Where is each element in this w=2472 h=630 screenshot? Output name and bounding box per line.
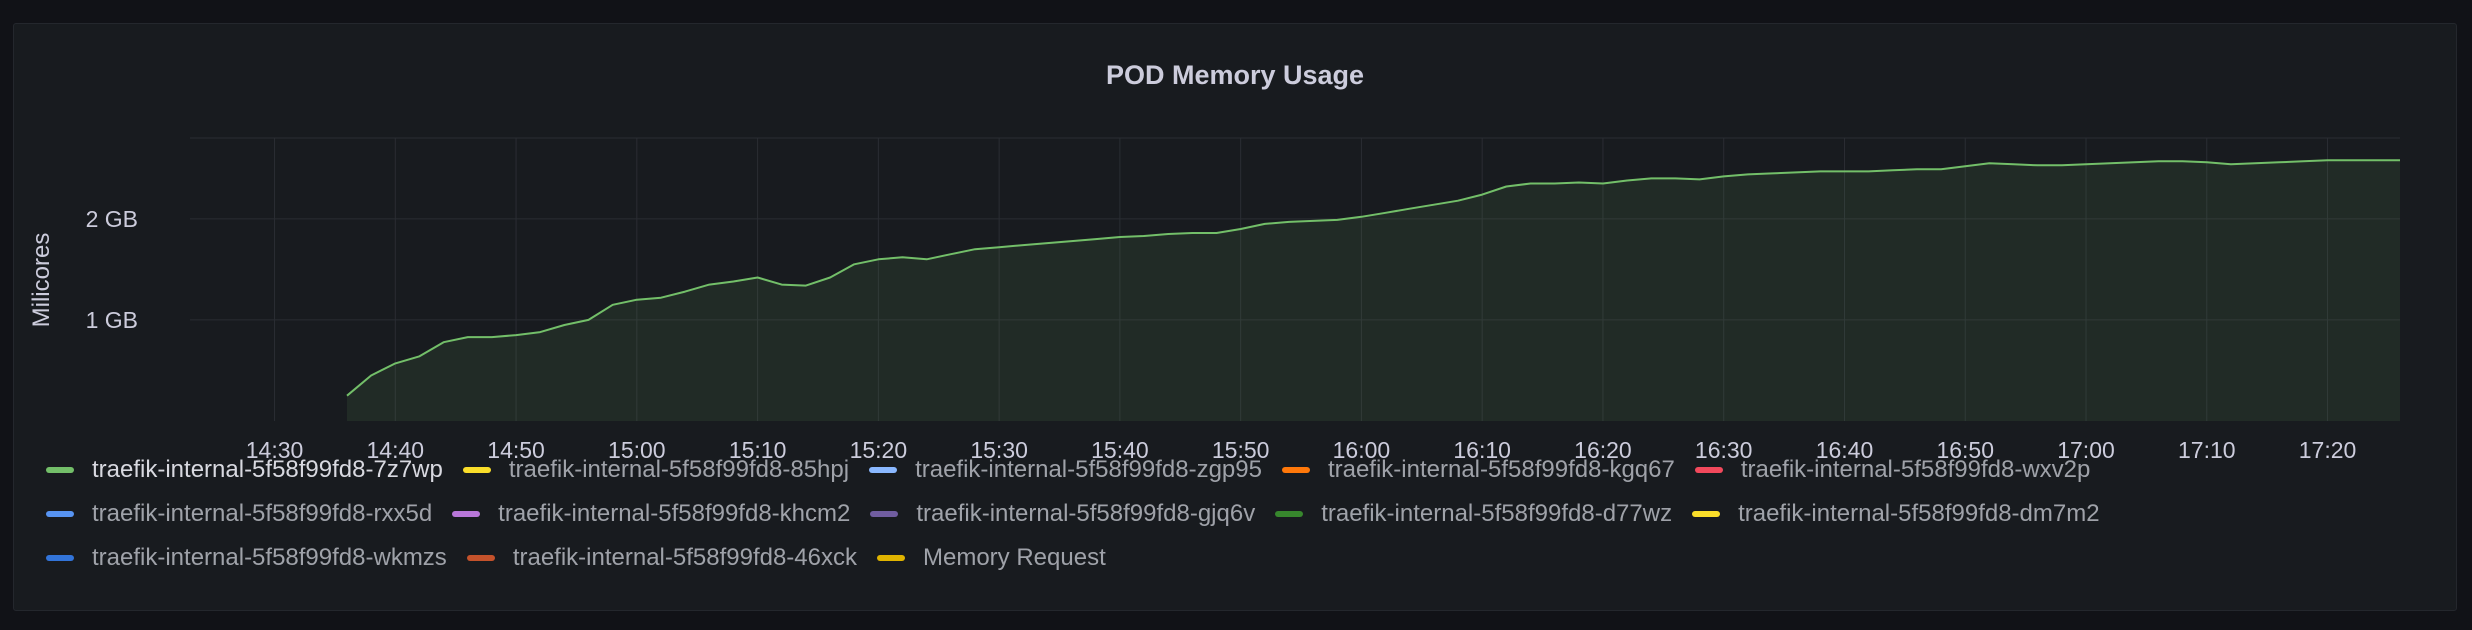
x-tick-label: 17:20: [2299, 437, 2357, 463]
y-axis-label: Milicores: [28, 233, 55, 328]
legend-item[interactable]: traefik-internal-5f58f99fd8-zgp95: [869, 456, 1262, 484]
x-tick-label: 14:40: [367, 437, 425, 463]
x-tick-label: 16:20: [1574, 437, 1632, 463]
legend-swatch: [452, 511, 481, 517]
series-area-0: [347, 160, 2400, 421]
legend-item[interactable]: traefik-internal-5f58f99fd8-dm7m2: [1692, 500, 2100, 528]
x-tick-label: 16:50: [1936, 437, 1994, 463]
legend-swatch: [462, 467, 491, 473]
legend-item[interactable]: traefik-internal-5f58f99fd8-wkmzs: [46, 544, 447, 572]
series-line-0: [346, 159, 2400, 397]
legend-item[interactable]: traefik-internal-5f58f99fd8-d77wz: [1275, 500, 1672, 528]
legend-label: traefik-internal-5f58f99fd8-khcm2: [498, 500, 851, 527]
x-tick-label: 16:30: [1695, 437, 1753, 463]
x-tick-label: 17:10: [2178, 437, 2236, 463]
y-tick-label: 2 GB: [86, 206, 138, 232]
legend-swatch: [46, 511, 74, 517]
legend-label: traefik-internal-5f58f99fd8-d77wz: [1321, 500, 1673, 527]
legend-swatch: [869, 467, 898, 473]
legend-swatch: [1692, 511, 1721, 517]
x-tick-label: 15:40: [1091, 437, 1149, 463]
legend-swatch: [1275, 511, 1304, 517]
legend-label: traefik-internal-5f58f99fd8-gjq6v: [916, 500, 1256, 527]
x-tick-label: 16:40: [1816, 437, 1874, 463]
legend-item[interactable]: traefik-internal-5f58f99fd8-85hpj: [462, 456, 850, 484]
x-tick-label: 15:10: [729, 437, 787, 463]
legend-item[interactable]: Memory Request: [877, 544, 1106, 572]
legend-item[interactable]: traefik-internal-5f58f99fd8-7z7wp: [46, 456, 443, 484]
legend-item[interactable]: traefik-internal-5f58f99fd8-46xck: [466, 544, 857, 572]
legend-label: traefik-internal-5f58f99fd8-46xck: [512, 544, 857, 571]
legend-item[interactable]: traefik-internal-5f58f99fd8-kgq67: [1281, 456, 1675, 484]
x-tick-label: 15:30: [970, 437, 1028, 463]
legend-label: traefik-internal-5f58f99fd8-7z7wp: [92, 456, 443, 483]
legend-item[interactable]: traefik-internal-5f58f99fd8-wxv2p: [1694, 456, 2091, 484]
legend-swatch: [870, 511, 899, 517]
legend-label: Memory Request: [923, 544, 1106, 571]
legend-swatch: [1281, 467, 1310, 473]
legend-row: traefik-internal-5f58f99fd8-7z7wp traefik…: [46, 448, 2426, 492]
legend-item[interactable]: traefik-internal-5f58f99fd8-rxx5d: [46, 500, 432, 528]
legend-row: traefik-internal-5f58f99fd8-wkmzs traefik…: [46, 536, 2426, 580]
grid-layer: [190, 137, 2400, 421]
legend-swatch: [1694, 467, 1723, 473]
legend-label: traefik-internal-5f58f99fd8-zgp95: [915, 456, 1262, 483]
x-tick-label: 14:50: [487, 437, 545, 463]
x-tick-label: 15:50: [1212, 437, 1270, 463]
area-layer: [346, 159, 2400, 421]
x-tick-label: 17:00: [2057, 437, 2115, 463]
x-tick-label: 16:00: [1333, 437, 1391, 463]
legend-item[interactable]: traefik-internal-5f58f99fd8-gjq6v: [870, 500, 1255, 528]
x-tick-label: 15:20: [850, 437, 908, 463]
legend-label: traefik-internal-5f58f99fd8-dm7m2: [1738, 500, 2100, 527]
legend-label: traefik-internal-5f58f99fd8-rxx5d: [92, 500, 433, 527]
legend-label: traefik-internal-5f58f99fd8-kgq67: [1327, 456, 1675, 483]
x-tick-label: 14:30: [246, 437, 304, 463]
chart-legend: traefik-internal-5f58f99fd8-7z7wp traefik…: [46, 448, 2426, 580]
x-tick-label: 16:10: [1453, 437, 1511, 463]
chart-title: POD Memory Usage: [1105, 60, 1365, 90]
legend-swatch: [466, 555, 495, 561]
legend-row: traefik-internal-5f58f99fd8-rxx5d traefik…: [46, 492, 2426, 536]
chart-panel: POD Memory Usage: [13, 23, 2457, 611]
legend-swatch: [877, 555, 905, 561]
axis-layer: 14:30 14:40 14:50 15:00 15:10 15:20 15:30 15:40…: [86, 206, 2357, 463]
x-tick-label: 15:00: [608, 437, 666, 463]
y-tick-label: 1 GB: [86, 307, 138, 333]
legend-label: traefik-internal-5f58f99fd8-wkmzs: [92, 544, 447, 571]
legend-swatch: [46, 555, 74, 561]
legend-label: traefik-internal-5f58f99fd8-wxv2p: [1740, 456, 2091, 483]
legend-label: traefik-internal-5f58f99fd8-85hpj: [508, 456, 850, 483]
legend-item[interactable]: traefik-internal-5f58f99fd8-khcm2: [452, 500, 850, 528]
legend-swatch: [46, 467, 74, 473]
